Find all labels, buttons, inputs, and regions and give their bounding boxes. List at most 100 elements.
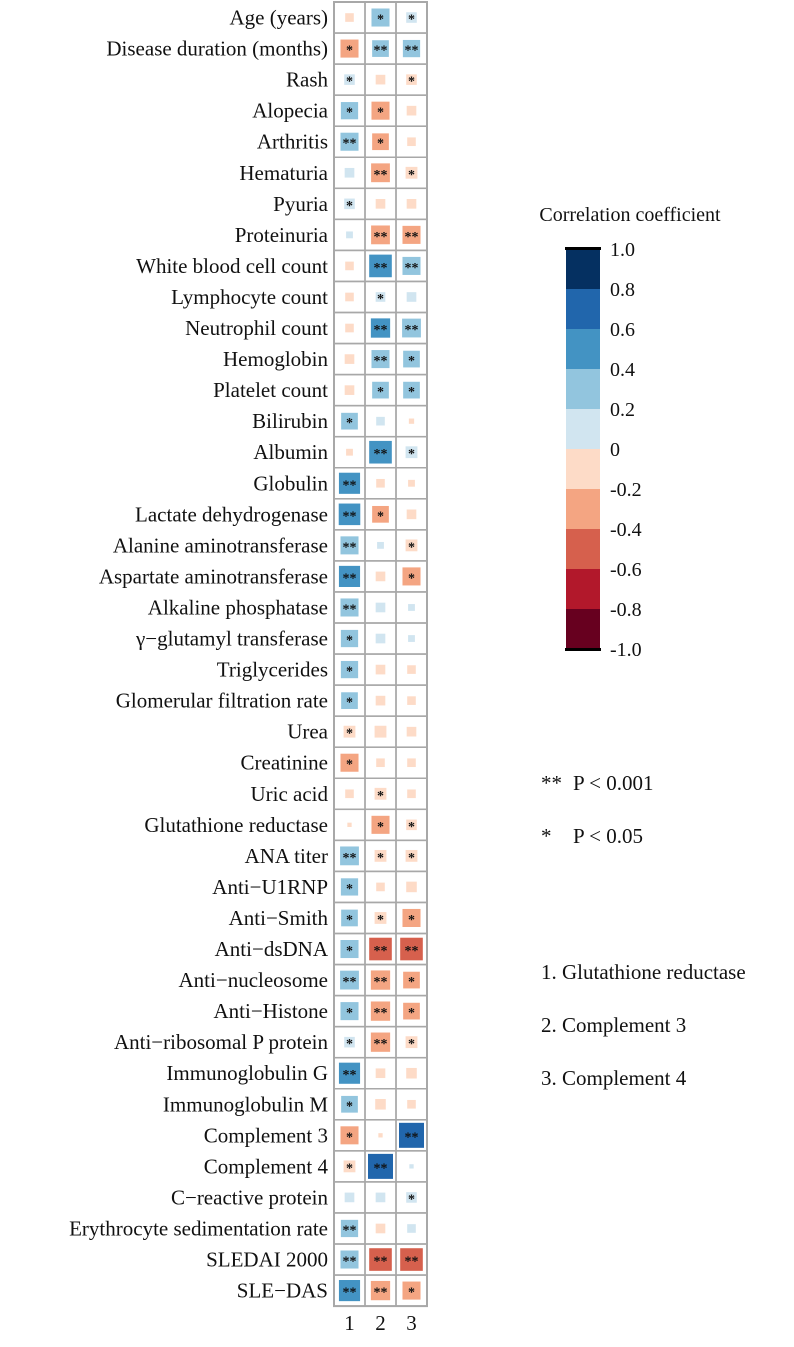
row-label-uric-acid: Uric acid	[250, 782, 328, 806]
heatmap-cell-32-3	[403, 971, 420, 989]
heatmap-cell-27-1	[347, 822, 352, 827]
row-label-lactate-dehydrogenase: Lactate dehydrogenase	[135, 502, 328, 526]
heatmap-cell-16-1	[338, 472, 361, 494]
heatmap-cell-20-3	[408, 604, 415, 611]
heatmap-cell-2-3	[402, 39, 421, 58]
heatmap-cell-37-1	[340, 1126, 359, 1145]
heatmap-cell-7-3	[406, 199, 417, 209]
significance-mark-41-2: **	[374, 1255, 388, 1270]
row-label-proteinuria: Proteinuria	[235, 223, 329, 247]
heatmap-cell-15-3	[405, 446, 418, 459]
significance-mark-12-2: **	[374, 354, 388, 369]
row-label-lymphocyte-count: Lymphocyte count	[171, 285, 328, 309]
colorbar-tick-8: -0.4	[610, 519, 642, 541]
significance-mark-12-3: *	[408, 354, 415, 369]
heatmap-cell-40-2	[375, 1223, 386, 1234]
significance-mark-15-2: **	[374, 447, 388, 462]
significance-mark-2-1: *	[346, 44, 353, 59]
significance-mark-25-1: *	[346, 758, 353, 773]
colorbar-tick-4: 0.4	[610, 359, 635, 381]
colorbar-ticks: 1.0 0.8 0.6 0.4 0.2 0 -0.2 -0.4 -0.6 -0.8 -1.0	[610, 239, 642, 661]
heatmap-cell-31-3	[400, 937, 423, 961]
row-label-anti-dsdna: Anti−dsDNA	[215, 937, 329, 961]
heatmap-cell-28-3	[405, 849, 418, 862]
heatmap-cell-24-3	[406, 726, 417, 737]
significance-mark-15-3: *	[408, 447, 415, 462]
heatmap-cell-18-1	[340, 536, 359, 555]
heatmap-cell-30-3	[402, 908, 421, 927]
column-legend-2: 2. Complement 3	[541, 1013, 686, 1037]
heatmap-cell-3-3	[406, 74, 417, 85]
colorbar-tick-11: -1.0	[610, 639, 642, 661]
heatmap-cell-9-2	[369, 254, 392, 278]
heatmap-cell-17-1	[338, 503, 361, 526]
heatmap-cell-12-3	[403, 350, 420, 368]
row-label-creatinine: Creatinine	[241, 751, 328, 775]
significance-mark-33-3: *	[408, 1006, 415, 1021]
heatmap-cell-22-1	[340, 660, 359, 679]
sig-label-low: P < 0.05	[573, 824, 643, 848]
heatmap-cell-14-2	[376, 416, 385, 426]
row-label-albumin: Albumin	[253, 440, 328, 464]
heatmap-cell-25-3	[407, 758, 416, 768]
significance-mark-40-1: **	[343, 1223, 357, 1238]
row-label-immunoglobulin-m: Immunoglobulin M	[163, 1092, 328, 1116]
colorbar-segment-9	[566, 569, 600, 610]
heatmap-cell-37-2	[378, 1133, 383, 1138]
heatmap-cell-39-2	[375, 1192, 386, 1203]
significance-mark-41-1: **	[343, 1255, 357, 1270]
row-label-erythrocyte-sedimentation-rate: Erythrocyte sedimentation rate	[69, 1216, 328, 1240]
significance-mark-30-1: *	[346, 913, 353, 928]
color-legend: Correlation coefficient 1.0 0.8 0.6 0.4 0.2 0…	[539, 204, 721, 661]
heatmap-cell-15-2	[369, 440, 392, 464]
cell-border	[395, 1274, 428, 1307]
significance-mark-32-3: *	[408, 975, 415, 990]
heatmap-cell-6-3	[405, 166, 418, 179]
heatmap-cell-5-3	[407, 137, 416, 147]
heatmap-cell-26-3	[407, 789, 416, 799]
significance-mark-34-1: *	[346, 1037, 353, 1052]
heatmap-cell-32-1	[340, 970, 359, 990]
colorbar-segment-6	[566, 449, 600, 490]
row-label-age-years: Age (years)	[229, 6, 328, 30]
heatmap-cell-33-1	[340, 1002, 359, 1021]
heatmap-cell-13-1	[344, 385, 355, 395]
significance-mark-35-1: **	[343, 1068, 357, 1083]
heatmap-cell-34-3	[405, 1036, 418, 1049]
colorbar-tick-6: 0	[610, 439, 620, 461]
heatmap-cell-33-2	[370, 1001, 391, 1021]
significance-mark-17-1: **	[343, 509, 357, 524]
heatmap-cell-22-2	[375, 664, 386, 675]
heatmap-cell-18-2	[377, 541, 384, 549]
column-label-1: 1	[344, 1311, 355, 1335]
colorbar-bottom-cap	[565, 648, 601, 651]
significance-mark-13-3: *	[408, 385, 415, 400]
significance-mark-27-3: *	[408, 820, 415, 835]
significance-mark-20-1: **	[343, 602, 357, 617]
heatmap-cell-23-2	[375, 695, 386, 706]
row-label-anti-nucleosome: Anti−nucleosome	[179, 968, 328, 992]
significance-mark-9-3: **	[405, 261, 419, 276]
significance-mark-3-3: *	[408, 75, 415, 90]
column-legend-1: 1. Glutathione reductase	[541, 960, 746, 984]
row-label-white-blood-cell-count: White blood cell count	[136, 254, 328, 278]
heatmap-cell-17-3	[406, 509, 417, 520]
significance-mark-23-1: *	[346, 696, 353, 711]
colorbar-segment-4	[566, 369, 600, 410]
significance-mark-17-2: *	[377, 509, 384, 524]
significance-mark-19-1: **	[343, 571, 357, 586]
heatmap-cell-11-2	[370, 318, 391, 338]
heatmap-cell-35-1	[338, 1062, 361, 1084]
heatmap-cell-10-3	[406, 292, 417, 302]
significance-mark-37-1: *	[346, 1130, 353, 1145]
heatmap-cell-21-1	[340, 629, 359, 648]
heatmap-cell-27-2	[371, 815, 390, 834]
heatmap-cell-20-1	[340, 598, 359, 617]
heatmap-cell-36-1	[341, 1095, 358, 1113]
significance-mark-41-3: **	[405, 1255, 419, 1270]
row-label-alanine-aminotransferase: Alanine aminotransferase	[113, 533, 328, 557]
heatmap-cell-38-2	[368, 1153, 393, 1179]
significance-mark-2-2: **	[374, 44, 388, 59]
heatmap-cell-33-3	[403, 1002, 420, 1020]
